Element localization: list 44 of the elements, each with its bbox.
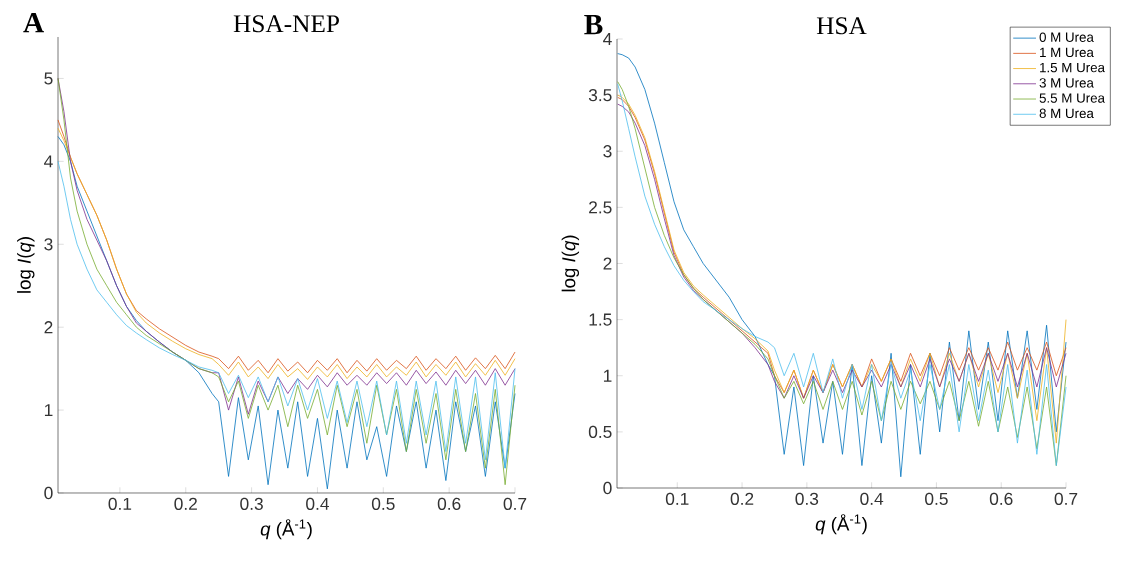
y-tick-label: 2 — [603, 257, 612, 270]
y-tick-label: 1.5 — [589, 313, 612, 326]
legend-label: 3 M Urea — [1039, 78, 1094, 88]
x-tick-label: 0.7 — [1054, 492, 1078, 505]
x-tick-label: 0.1 — [665, 492, 689, 505]
y-tick-label: 5 — [44, 72, 53, 85]
x-axis-title: q (Å$^{-1}$) — [260, 519, 312, 540]
legend-label: 5.5 M Urea — [1039, 93, 1105, 103]
y-axis-title: log I(q) — [17, 237, 35, 293]
x-tick-label: 0.2 — [730, 492, 754, 505]
y-tick-label: 3 — [603, 145, 612, 158]
legend-label: 8 M Urea — [1039, 108, 1094, 119]
line-series — [57, 78, 516, 486]
x-tick-label: 0.6 — [989, 492, 1013, 505]
y-tick-label: 3.5 — [588, 88, 612, 102]
x-tick-label: 0.4 — [860, 492, 884, 505]
y-tick-label: 1 — [603, 369, 612, 382]
x-tick-label: 0.3 — [240, 497, 263, 510]
legend-label: 1.5 M Urea — [1040, 62, 1105, 73]
x-tick-label: 0.1 — [108, 497, 132, 510]
x-axis-title: q (Å$^{-1}$) — [815, 514, 867, 535]
legend-label: 0 M Urea — [1039, 32, 1094, 42]
chart-title: HSA — [816, 17, 867, 35]
y-tick-label: 3 — [44, 238, 53, 251]
x-tick-label: 0.2 — [174, 497, 197, 510]
x-tick-label: 0.3 — [795, 492, 819, 505]
x-tick-label: 0.4 — [306, 497, 329, 510]
legend-label: 1 M Urea — [1040, 47, 1094, 58]
x-tick-label: 0.5 — [371, 497, 395, 510]
y-tick-label: 2 — [44, 321, 53, 334]
text: B — [584, 14, 603, 35]
y-tick-label: 2.5 — [589, 201, 612, 214]
y-tick-label: 4 — [603, 33, 612, 45]
x-tick-label: 0.5 — [925, 492, 948, 505]
x-tick-label: 0.6 — [437, 497, 461, 510]
y-tick-label: 4 — [44, 155, 53, 168]
text: A — [23, 12, 44, 33]
y-tick-label: 0.5 — [588, 425, 612, 439]
y-tick-label: 0 — [44, 486, 53, 500]
y-axis-title: log I(q) — [561, 235, 580, 292]
y-tick-label: 1 — [44, 404, 53, 417]
x-tick-label: 0.7 — [503, 497, 527, 510]
chart-title: HSA-NEP — [233, 15, 339, 33]
y-tick-label: 0 — [603, 481, 612, 495]
